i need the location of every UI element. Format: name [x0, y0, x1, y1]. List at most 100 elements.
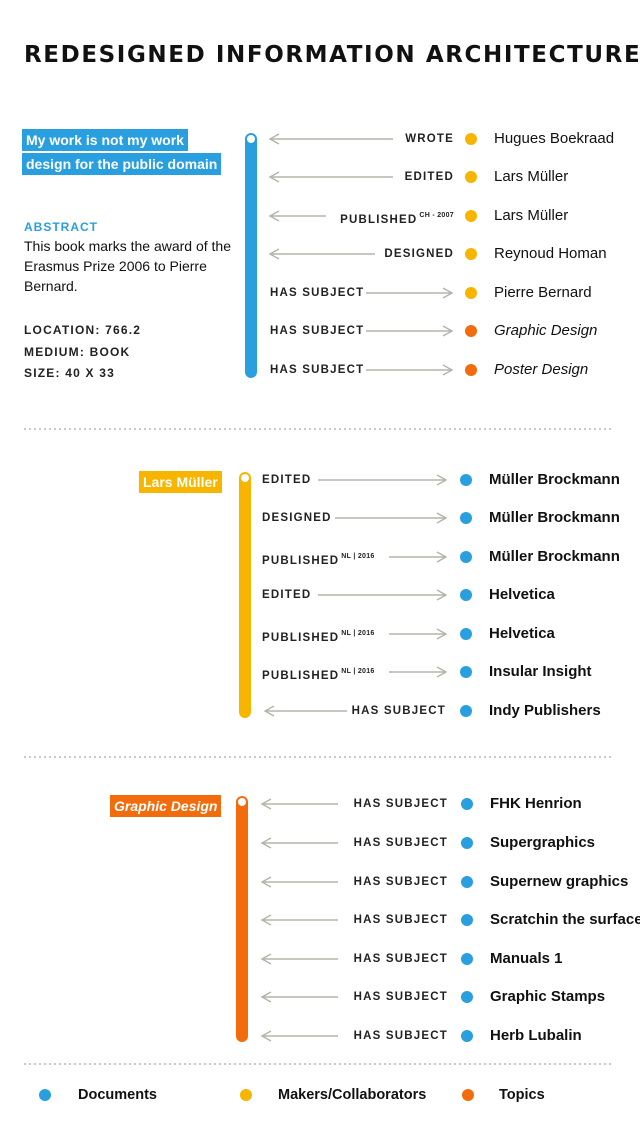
- relation-target[interactable]: Lars Müller: [494, 168, 569, 185]
- relation-type: WROTE: [405, 133, 454, 145]
- relation-target[interactable]: Müller Brockmann: [489, 471, 620, 488]
- relation-type: HAS SUBJECT: [270, 287, 365, 299]
- relation-target[interactable]: Helvetica: [489, 586, 555, 603]
- relation-label: HAS SUBJECT: [270, 324, 364, 338]
- relation-target[interactable]: Manuals 1: [490, 950, 563, 967]
- relation-qualifier: NL | 2016: [341, 553, 375, 560]
- relation-type: PUBLISHED: [262, 555, 340, 567]
- relation-target[interactable]: Reynoud Homan: [494, 245, 607, 262]
- meta-location: LOCATION: 766.2: [24, 323, 142, 337]
- arrowhead: [260, 991, 272, 1003]
- relation-type: EDITED: [404, 171, 454, 183]
- relation-label: DESIGNED: [384, 247, 454, 261]
- relation-type: PUBLISHED: [340, 214, 418, 226]
- dot-blue: [460, 474, 472, 486]
- dot-blue: [460, 628, 472, 640]
- arrowhead: [436, 474, 448, 486]
- dot-blue: [460, 705, 472, 717]
- dot-yellow: [465, 210, 477, 222]
- relation-type: HAS SUBJECT: [270, 325, 365, 337]
- dot-blue: [461, 991, 473, 1003]
- relation-label: HAS SUBJECT: [352, 704, 446, 718]
- relation-target[interactable]: Hugues Boekraad: [494, 130, 615, 147]
- relation-target[interactable]: Poster Design: [494, 361, 589, 378]
- relation-qualifier: CH - 2007: [419, 212, 454, 219]
- arrowhead: [268, 171, 280, 183]
- relation-target[interactable]: Insular Insight: [489, 663, 592, 680]
- arrowhead: [260, 798, 272, 810]
- dot-blue: [460, 512, 472, 524]
- dot-yellow: [465, 248, 477, 260]
- relation-type: HAS SUBJECT: [353, 876, 448, 888]
- relation-target[interactable]: Müller Brockmann: [489, 548, 620, 565]
- page-title: REDESIGNED INFORMATION ARCHITECTURE: [24, 42, 640, 68]
- meta-size: SIZE: 40 X 33: [24, 366, 115, 380]
- relation-type: DESIGNED: [384, 248, 454, 260]
- relation-target[interactable]: FHK Henrion: [490, 795, 582, 812]
- dot-orange: [465, 325, 477, 337]
- arrowhead: [260, 837, 272, 849]
- legend-dot-documents: [39, 1089, 51, 1101]
- dot-blue: [460, 551, 472, 563]
- dot-yellow: [465, 133, 477, 145]
- relation-label: PUBLISHED NL | 2016: [262, 665, 375, 683]
- arrowhead: [268, 210, 280, 222]
- legend-dot-topics: [462, 1089, 474, 1101]
- spine-start-marker: [247, 135, 255, 143]
- relation-target[interactable]: Indy Publishers: [489, 702, 601, 719]
- node-graphic-design[interactable]: Graphic Design: [110, 795, 222, 817]
- relation-type: HAS SUBJECT: [353, 991, 448, 1003]
- relation-target[interactable]: Scratchin the surface: [490, 911, 640, 928]
- dot-blue: [461, 876, 473, 888]
- relation-target[interactable]: Helvetica: [489, 625, 555, 642]
- relation-label: EDITED: [262, 588, 311, 602]
- legend-dot-makers: [240, 1089, 252, 1101]
- relation-label: HAS SUBJECT: [354, 797, 448, 811]
- dot-yellow: [465, 287, 477, 299]
- arrowhead: [268, 248, 280, 260]
- dot-orange: [465, 364, 477, 376]
- relation-target[interactable]: Pierre Bernard: [494, 284, 592, 301]
- relation-target[interactable]: Herb Lubalin: [490, 1027, 582, 1044]
- relation-label: HAS SUBJECT: [354, 990, 448, 1004]
- relation-label: PUBLISHED CH - 2007: [340, 209, 454, 227]
- spine-start-marker: [241, 474, 249, 482]
- relation-type: HAS SUBJECT: [353, 1030, 448, 1042]
- node-book-title-line1[interactable]: My work is not my work: [22, 129, 188, 151]
- meta-medium: MEDIUM: BOOK: [24, 345, 131, 359]
- relation-label: PUBLISHED NL | 2016: [262, 627, 375, 645]
- relation-label: HAS SUBJECT: [270, 363, 364, 377]
- relation-target[interactable]: Supergraphics: [490, 834, 596, 851]
- dot-yellow: [465, 171, 477, 183]
- arrowhead: [442, 364, 454, 376]
- abstract-text: This book marks the award of the Erasmus…: [24, 238, 231, 294]
- relation-target[interactable]: Graphic Design: [494, 322, 598, 339]
- relation-type: EDITED: [262, 589, 312, 601]
- arrowhead: [263, 705, 275, 717]
- node-book-title-line2[interactable]: design for the public domain: [22, 153, 222, 175]
- relation-target[interactable]: Graphic Stamps: [490, 988, 606, 1005]
- relation-type: HAS SUBJECT: [353, 837, 448, 849]
- legend-topics: Topics: [499, 1087, 545, 1103]
- node-lars-muller[interactable]: Lars Müller: [139, 471, 222, 493]
- relation-target[interactable]: Müller Brockmann: [489, 509, 620, 526]
- relation-type: PUBLISHED: [262, 632, 340, 644]
- dot-blue: [460, 666, 472, 678]
- relation-qualifier: NL | 2016: [341, 668, 375, 675]
- dot-blue: [460, 589, 472, 601]
- abstract-label: ABSTRACT: [24, 220, 98, 234]
- relation-qualifier: NL | 2016: [341, 630, 375, 637]
- legend-makers: Makers/Collaborators: [278, 1087, 427, 1103]
- relation-type: HAS SUBJECT: [270, 364, 365, 376]
- arrowhead: [436, 666, 448, 678]
- arrowhead: [260, 914, 272, 926]
- legend-documents: Documents: [78, 1087, 157, 1103]
- relation-label: HAS SUBJECT: [354, 875, 448, 889]
- arrowhead: [436, 551, 448, 563]
- dot-blue: [461, 914, 473, 926]
- relation-label: DESIGNED: [262, 511, 332, 525]
- relation-target[interactable]: Supernew graphics: [490, 873, 629, 890]
- relation-target[interactable]: Lars Müller: [494, 207, 569, 224]
- relation-label: WROTE: [405, 132, 454, 146]
